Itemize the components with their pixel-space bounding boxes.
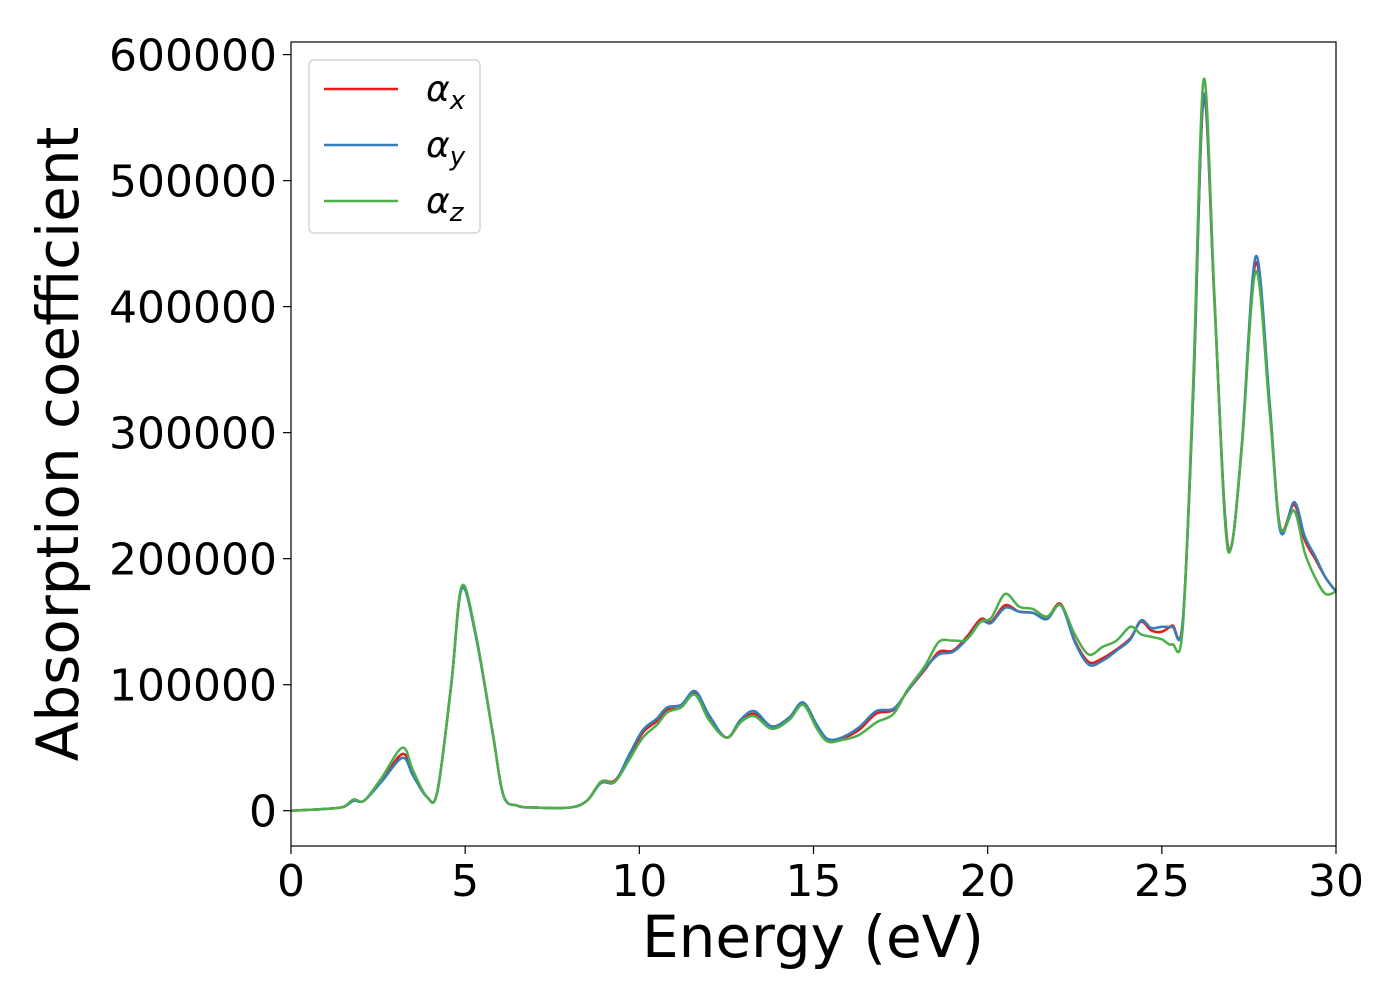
x-tick-label: 30 [1308, 856, 1364, 907]
y-tick-label: 600000 [109, 31, 277, 82]
x-axis-title: Energy (eV) [642, 903, 984, 971]
x-tick-label: 5 [451, 856, 479, 907]
series-layer [290, 77, 1337, 812]
x-tick-label: 25 [1134, 856, 1190, 907]
y-tick-label: 300000 [109, 409, 277, 460]
legend-label-y: αy [426, 125, 466, 172]
legend-label-z: αz [426, 181, 465, 228]
y-tick-label: 0 [249, 787, 277, 838]
y-axis-title: Absorption coefficient [24, 127, 92, 762]
legend-box [308, 59, 481, 234]
x-tick-label: 0 [277, 856, 305, 907]
legend-label-x: αx [426, 69, 466, 116]
y-axis: 0 100000 200000 300000 400000 500000 600000 [109, 31, 291, 838]
x-axis: 0 5 10 15 20 25 30 [277, 846, 1364, 907]
x-tick-label: 20 [960, 856, 1016, 907]
series-line-z [290, 77, 1337, 812]
legend: αx αy αz [308, 59, 481, 234]
y-tick-label: 100000 [109, 661, 277, 712]
x-tick-label: 15 [786, 856, 842, 907]
y-tick-label: 500000 [109, 157, 277, 208]
x-tick-label: 10 [611, 856, 667, 907]
y-tick-label: 200000 [109, 535, 277, 586]
y-tick-label: 400000 [109, 283, 277, 334]
